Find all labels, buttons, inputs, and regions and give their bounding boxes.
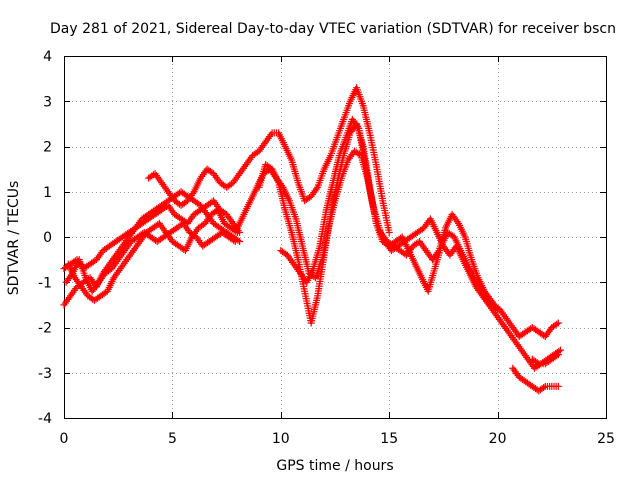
data-point	[554, 351, 562, 359]
y-tick-label: 1	[43, 185, 52, 201]
data-point-interp	[533, 359, 541, 367]
series-track-4	[64, 206, 241, 304]
data-point	[554, 382, 562, 390]
chart-title: Day 281 of 2021, Sidereal Day-to-day VTE…	[50, 21, 616, 37]
x-tick-label: 25	[597, 431, 615, 447]
x-tick-label: 20	[489, 431, 507, 447]
x-tick-label: 15	[380, 431, 398, 447]
y-tick-label: -2	[38, 321, 52, 337]
grid	[64, 56, 606, 418]
y-axis-label: SDTVAR / TECUs	[6, 181, 22, 296]
x-tick-labels: 0 5 10 15 20 25	[60, 431, 615, 447]
data-point	[231, 238, 239, 246]
data-markers	[60, 84, 564, 395]
series-track-5	[145, 84, 393, 236]
x-tick-label: 10	[272, 431, 290, 447]
data-point-interp	[553, 352, 561, 360]
x-axis-label: GPS time / hours	[276, 458, 393, 474]
data-point	[556, 346, 564, 354]
y-tick-label: -4	[38, 411, 52, 427]
y-tick-label: -1	[38, 275, 52, 291]
series-track-8	[277, 115, 564, 372]
y-tick-label: 2	[43, 140, 52, 156]
y-tick-labels: -4 -3 -2 -1 0 1 2 3 4	[38, 49, 52, 427]
x-tick-label: 0	[60, 431, 69, 447]
data-point-interp	[232, 227, 240, 235]
y-tick-label: 0	[43, 230, 52, 246]
series-track-10	[528, 351, 562, 368]
y-tick-label: 3	[43, 94, 52, 110]
data-point-interp	[230, 236, 238, 244]
data-point-interp	[553, 320, 561, 328]
x-tick-label: 5	[168, 431, 177, 447]
data-point-interp	[540, 383, 548, 391]
y-tick-label: 4	[43, 49, 52, 65]
y-tick-label: -3	[38, 366, 52, 382]
series-track-9	[509, 364, 562, 395]
data-point	[554, 319, 562, 327]
data-point	[385, 228, 393, 236]
